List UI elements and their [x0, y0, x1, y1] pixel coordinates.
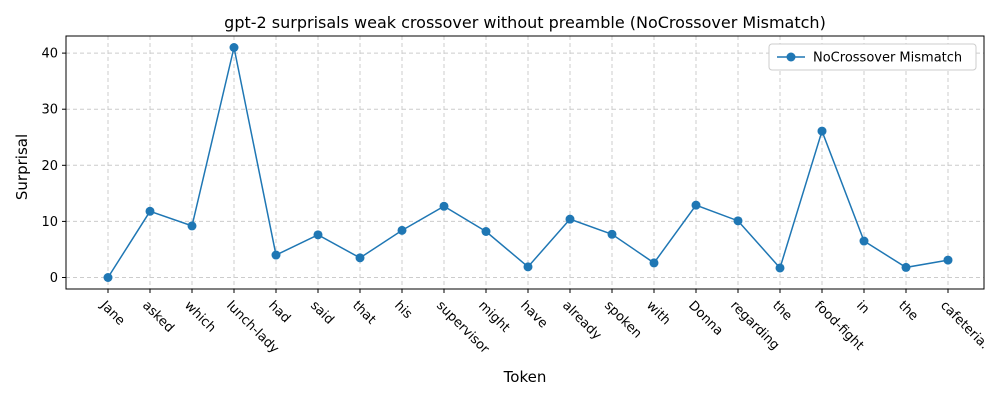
- data-point: [187, 221, 197, 231]
- x-tick-label: already: [559, 298, 604, 343]
- x-tick-label: spoken: [601, 298, 644, 341]
- data-point: [607, 229, 617, 239]
- data-point: [439, 201, 449, 211]
- data-point: [859, 236, 869, 246]
- x-tick-label: with: [643, 298, 673, 328]
- y-tick-label: 30: [41, 103, 58, 118]
- data-point: [481, 227, 491, 236]
- x-tick-label: might: [475, 298, 512, 335]
- y-tick-label: 40: [41, 47, 58, 62]
- x-tick-label: cafeteria.: [937, 298, 991, 352]
- x-tick-label: in: [853, 298, 872, 317]
- x-axis-label: Token: [503, 368, 547, 386]
- data-point: [649, 258, 659, 268]
- data-point: [397, 225, 407, 235]
- x-tick-label: had: [265, 298, 293, 326]
- data-point: [145, 206, 155, 216]
- legend: NoCrossover Mismatch: [768, 43, 977, 71]
- x-tick-label: said: [307, 298, 336, 327]
- y-tick-label: 20: [41, 159, 58, 174]
- x-tick-label: his: [391, 298, 415, 322]
- x-tick-label: asked: [139, 298, 177, 336]
- x-tick-label: which: [181, 298, 218, 335]
- data-point: [733, 216, 743, 226]
- x-tick-label: have: [517, 298, 550, 331]
- data-point: [313, 230, 323, 240]
- data-point: [901, 262, 911, 272]
- grid: [66, 36, 984, 289]
- x-tick-label: Donna: [685, 298, 726, 339]
- data-point: [817, 126, 827, 136]
- x-tick-label: that: [349, 298, 378, 327]
- legend-box: [768, 43, 977, 71]
- x-tick-label: Jane: [96, 298, 127, 329]
- data-point: [691, 200, 701, 210]
- legend-label: NoCrossover Mismatch: [813, 51, 962, 66]
- y-tick-label: 10: [41, 215, 58, 230]
- axes-frame: [65, 35, 985, 290]
- data-point: [943, 255, 953, 265]
- x-tick-label: the: [769, 298, 795, 324]
- data-point: [271, 250, 281, 260]
- data-point: [229, 43, 239, 52]
- data-point: [103, 273, 113, 282]
- data-point: [775, 263, 785, 273]
- data-point: [565, 214, 575, 224]
- legend-marker: [786, 52, 796, 62]
- y-axis-label: Surprisal: [13, 134, 31, 200]
- data-point: [355, 253, 365, 263]
- y-tick-label: 0: [50, 271, 58, 286]
- series: [103, 43, 953, 282]
- chart-title: gpt-2 surprisals weak crossover without …: [224, 13, 826, 32]
- x-tick-label: the: [895, 298, 921, 324]
- data-point: [523, 262, 533, 272]
